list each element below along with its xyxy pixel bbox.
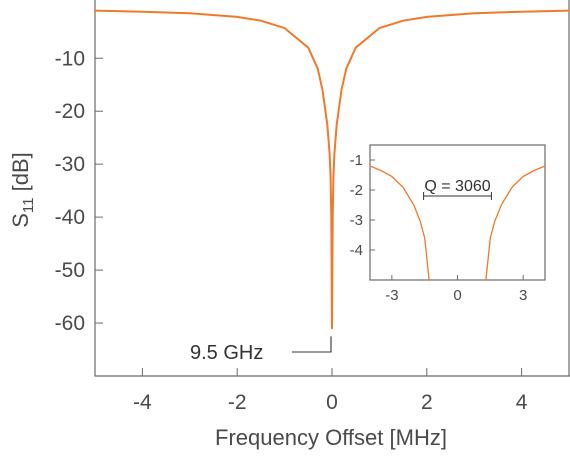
resonance-frequency-label: 9.5 GHz [190,342,263,364]
inset-curve-left-branch [369,165,430,281]
y-axis-label: S11 [dB] [8,152,37,228]
inset-x-ticks: -3 0 3 [385,275,527,304]
inset-y-tick-label: -2 [350,182,363,199]
inset-x-tick-label: 0 [453,287,461,304]
y-tick-label: -20 [55,100,85,123]
inset-series [369,165,546,281]
y-tick-label: -60 [55,312,85,335]
inset-y-tick-label: -1 [350,152,363,169]
main-x-ticks: -4 -2 0 2 4 [133,368,528,414]
y-tick-label: -10 [55,47,85,70]
inset-curve-right-branch [485,165,546,281]
main-axes-frame [94,0,570,377]
inset-y-tick-label: -4 [350,242,363,259]
main-series [94,9,570,330]
inset-plot: -3 0 3 -1 -2 -3 -4 Q = 3060 [350,144,546,304]
x-tick-label: 4 [516,391,528,414]
y-axis-label-subscript: 11 [20,197,37,213]
y-tick-label: -40 [55,206,85,229]
x-tick-label: 0 [326,391,338,414]
inset-x-tick-label: 3 [519,287,527,304]
main-s11-curve [94,9,570,330]
q-factor-label: Q = 3060 [424,178,490,195]
x-tick-label: -4 [133,391,152,414]
inset-x-tick-label: -3 [385,287,398,304]
x-tick-label: 2 [421,391,433,414]
q-factor-annotation: Q = 3060 [423,177,492,200]
annotation-leader-line [292,336,332,353]
y-axis-label-unit: [dB] [8,152,33,197]
main-plot-area [94,0,570,377]
y-axis-label-main: S [8,213,33,228]
q-label-background [423,177,492,191]
x-axis-label: Frequency Offset [MHz] [215,425,447,450]
inset-frame [369,144,546,281]
main-y-ticks: -60 -50 -40 -30 -20 -10 [55,47,103,335]
x-tick-label: -2 [228,391,247,414]
inset-y-ticks: -1 -2 -3 -4 [350,152,375,259]
inset-y-tick-label: -3 [350,212,363,229]
y-tick-label: -50 [55,259,85,282]
y-tick-label: -30 [55,153,85,176]
